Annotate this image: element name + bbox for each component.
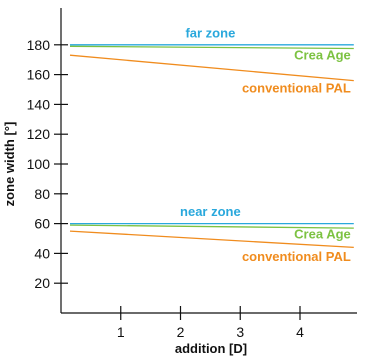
series-lines: [69, 44, 354, 249]
series-line-2: [69, 45, 354, 50]
annotation-label: conventional PAL: [242, 249, 351, 264]
annotations: far zone Crea Age conventional PAL near zon…: [180, 25, 351, 264]
y-tick-label: 140: [27, 96, 51, 112]
x-tick-label: 2: [177, 324, 185, 340]
series-line-3: [69, 54, 354, 82]
x-tick-label: 4: [296, 324, 304, 340]
axes: 20 40 60 80 100 120 140 160 180 1 2 3 4: [27, 8, 357, 340]
y-tick-label: 80: [34, 186, 50, 202]
annotation-label: Crea Age: [294, 48, 351, 63]
annotation-label: far zone: [185, 25, 235, 40]
annotation-label: Crea Age: [294, 227, 351, 242]
x-tick-label: 1: [117, 324, 125, 340]
y-tick-label: 160: [27, 67, 51, 83]
x-axis-label: addition [D]: [175, 341, 247, 356]
y-tick-label: 180: [27, 37, 51, 53]
y-tick-label: 40: [34, 245, 50, 261]
y-tick-label: 120: [27, 126, 51, 142]
annotation-label: near zone: [180, 204, 241, 219]
y-tick-label: 20: [34, 275, 50, 291]
annotation-label: conventional PAL: [242, 80, 351, 95]
y-tick-label: 60: [34, 216, 50, 232]
y-axis-label: zone width [°]: [2, 122, 17, 207]
y-tick-label: 100: [27, 156, 51, 172]
x-tick-label: 3: [236, 324, 244, 340]
series-line-6: [69, 230, 354, 249]
series-line-5: [69, 224, 354, 229]
